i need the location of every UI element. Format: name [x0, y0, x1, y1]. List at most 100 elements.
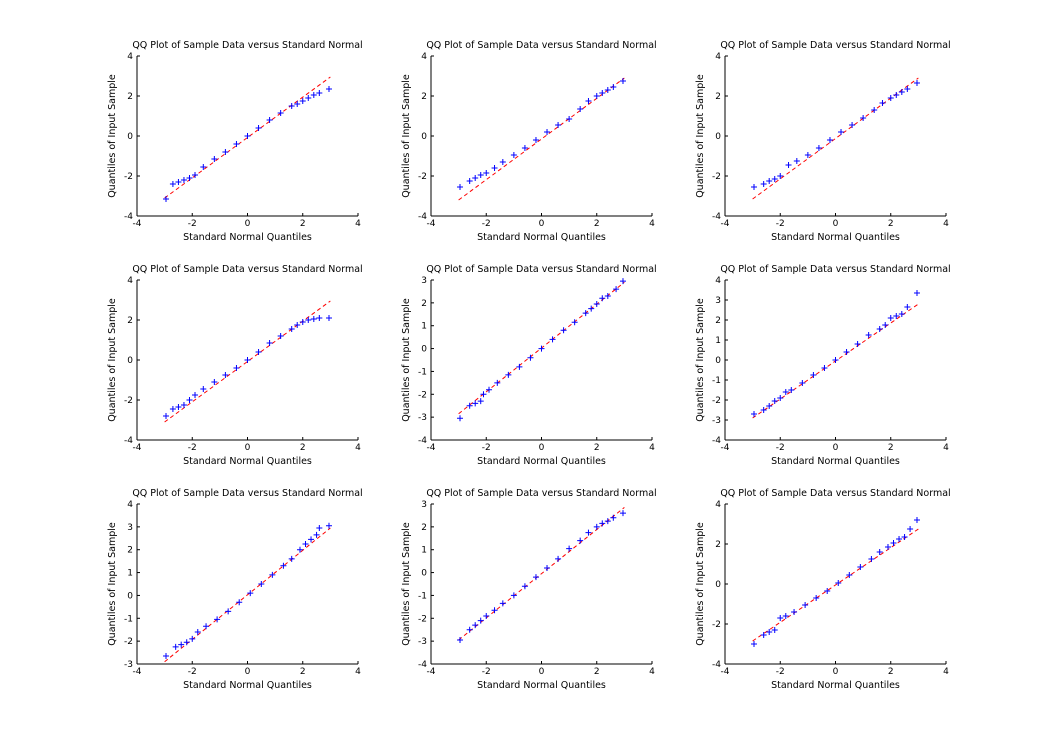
x-axis-label: Standard Normal Quantiles	[771, 456, 900, 467]
data-point	[325, 86, 332, 92]
data-point	[532, 574, 539, 581]
data-point	[305, 95, 312, 101]
y-axis-label: Quantiles of Input Sample	[107, 298, 118, 422]
y-axis-label: Quantiles of Input Sample	[695, 298, 706, 422]
data-point	[192, 392, 199, 398]
y-tick-label: 1	[127, 569, 133, 579]
data-point	[244, 357, 251, 363]
data-point	[194, 629, 201, 635]
data-point	[804, 152, 811, 158]
data-point	[466, 402, 473, 409]
x-axis-label: Standard Normal Quantiles	[771, 232, 900, 243]
data-point	[766, 178, 773, 184]
chart-title: QQ Plot of Sample Data versus Standard N…	[426, 488, 656, 499]
data-point	[613, 286, 620, 293]
chart-title: QQ Plot of Sample Data versus Standard N…	[132, 488, 362, 499]
x-tick-label: 0	[833, 219, 839, 229]
data-point	[527, 354, 534, 361]
data-point	[203, 623, 210, 630]
chart-title: QQ Plot of Sample Data versus Standard N…	[426, 264, 656, 275]
data-point	[619, 510, 626, 517]
data-point	[893, 313, 900, 319]
data-point	[499, 159, 506, 165]
y-tick-label: 1	[421, 322, 427, 332]
data-point	[222, 149, 229, 155]
data-point	[288, 103, 295, 109]
x-tick-label: 0	[245, 667, 251, 677]
data-point	[277, 110, 284, 116]
y-tick-label: 4	[421, 52, 427, 62]
data-point	[457, 637, 464, 643]
y-tick-label: -4	[124, 436, 133, 446]
x-tick-label: 4	[355, 219, 361, 229]
data-point	[771, 176, 778, 182]
data-point	[824, 588, 831, 594]
data-point	[183, 639, 190, 646]
y-tick-label: -1	[418, 591, 427, 601]
x-tick-label: 0	[833, 667, 839, 677]
data-point	[913, 80, 920, 86]
data-point	[849, 122, 856, 128]
data-point	[310, 316, 317, 322]
data-point	[791, 609, 798, 615]
data-point	[172, 643, 179, 650]
data-point	[266, 340, 273, 346]
data-point	[766, 629, 773, 635]
x-tick-label: 4	[355, 667, 361, 677]
x-tick-label: 4	[649, 219, 655, 229]
x-axis-label: Standard Normal Quantiles	[477, 680, 606, 691]
x-axis-label: Standard Normal Quantiles	[477, 232, 606, 243]
chart-title: QQ Plot of Sample Data versus Standard N…	[720, 488, 950, 499]
data-point	[788, 387, 795, 393]
data-point	[893, 92, 900, 98]
x-tick-label: -4	[427, 443, 436, 453]
data-point	[904, 304, 911, 310]
data-point	[494, 379, 501, 386]
data-point	[233, 365, 240, 371]
x-tick-label: -2	[776, 667, 785, 677]
data-point	[258, 581, 265, 587]
data-point	[269, 571, 276, 578]
data-point	[887, 95, 894, 101]
y-tick-label: -4	[418, 212, 427, 222]
reference-line	[752, 528, 919, 642]
x-tick-label: -4	[133, 443, 142, 453]
y-tick-label: -4	[712, 212, 721, 222]
data-point	[582, 310, 589, 317]
y-tick-label: 0	[127, 591, 133, 601]
y-tick-label: 2	[127, 316, 133, 326]
x-tick-label: 4	[355, 443, 361, 453]
data-point	[510, 592, 517, 599]
x-tick-label: 2	[888, 667, 894, 677]
x-tick-label: 2	[300, 219, 306, 229]
y-tick-label: 4	[127, 500, 133, 510]
data-point	[316, 315, 323, 321]
data-point	[751, 641, 758, 647]
data-point	[457, 415, 464, 422]
data-point	[169, 181, 176, 187]
data-point	[236, 599, 243, 606]
data-point	[247, 590, 254, 597]
x-tick-label: 2	[300, 443, 306, 453]
data-point	[898, 89, 905, 95]
data-point	[486, 386, 493, 393]
data-point	[516, 363, 523, 370]
data-point	[857, 564, 864, 570]
data-point	[876, 326, 883, 332]
x-tick-label: -2	[482, 219, 491, 229]
data-point	[200, 386, 207, 392]
data-point	[555, 555, 562, 562]
data-point	[832, 357, 839, 363]
data-point	[299, 98, 306, 104]
data-point	[211, 379, 218, 385]
data-point	[510, 152, 517, 158]
data-point	[313, 531, 320, 538]
data-point	[760, 407, 767, 413]
x-tick-label: -2	[188, 667, 197, 677]
data-point	[180, 402, 187, 408]
data-point	[593, 523, 600, 530]
data-point	[882, 322, 889, 328]
